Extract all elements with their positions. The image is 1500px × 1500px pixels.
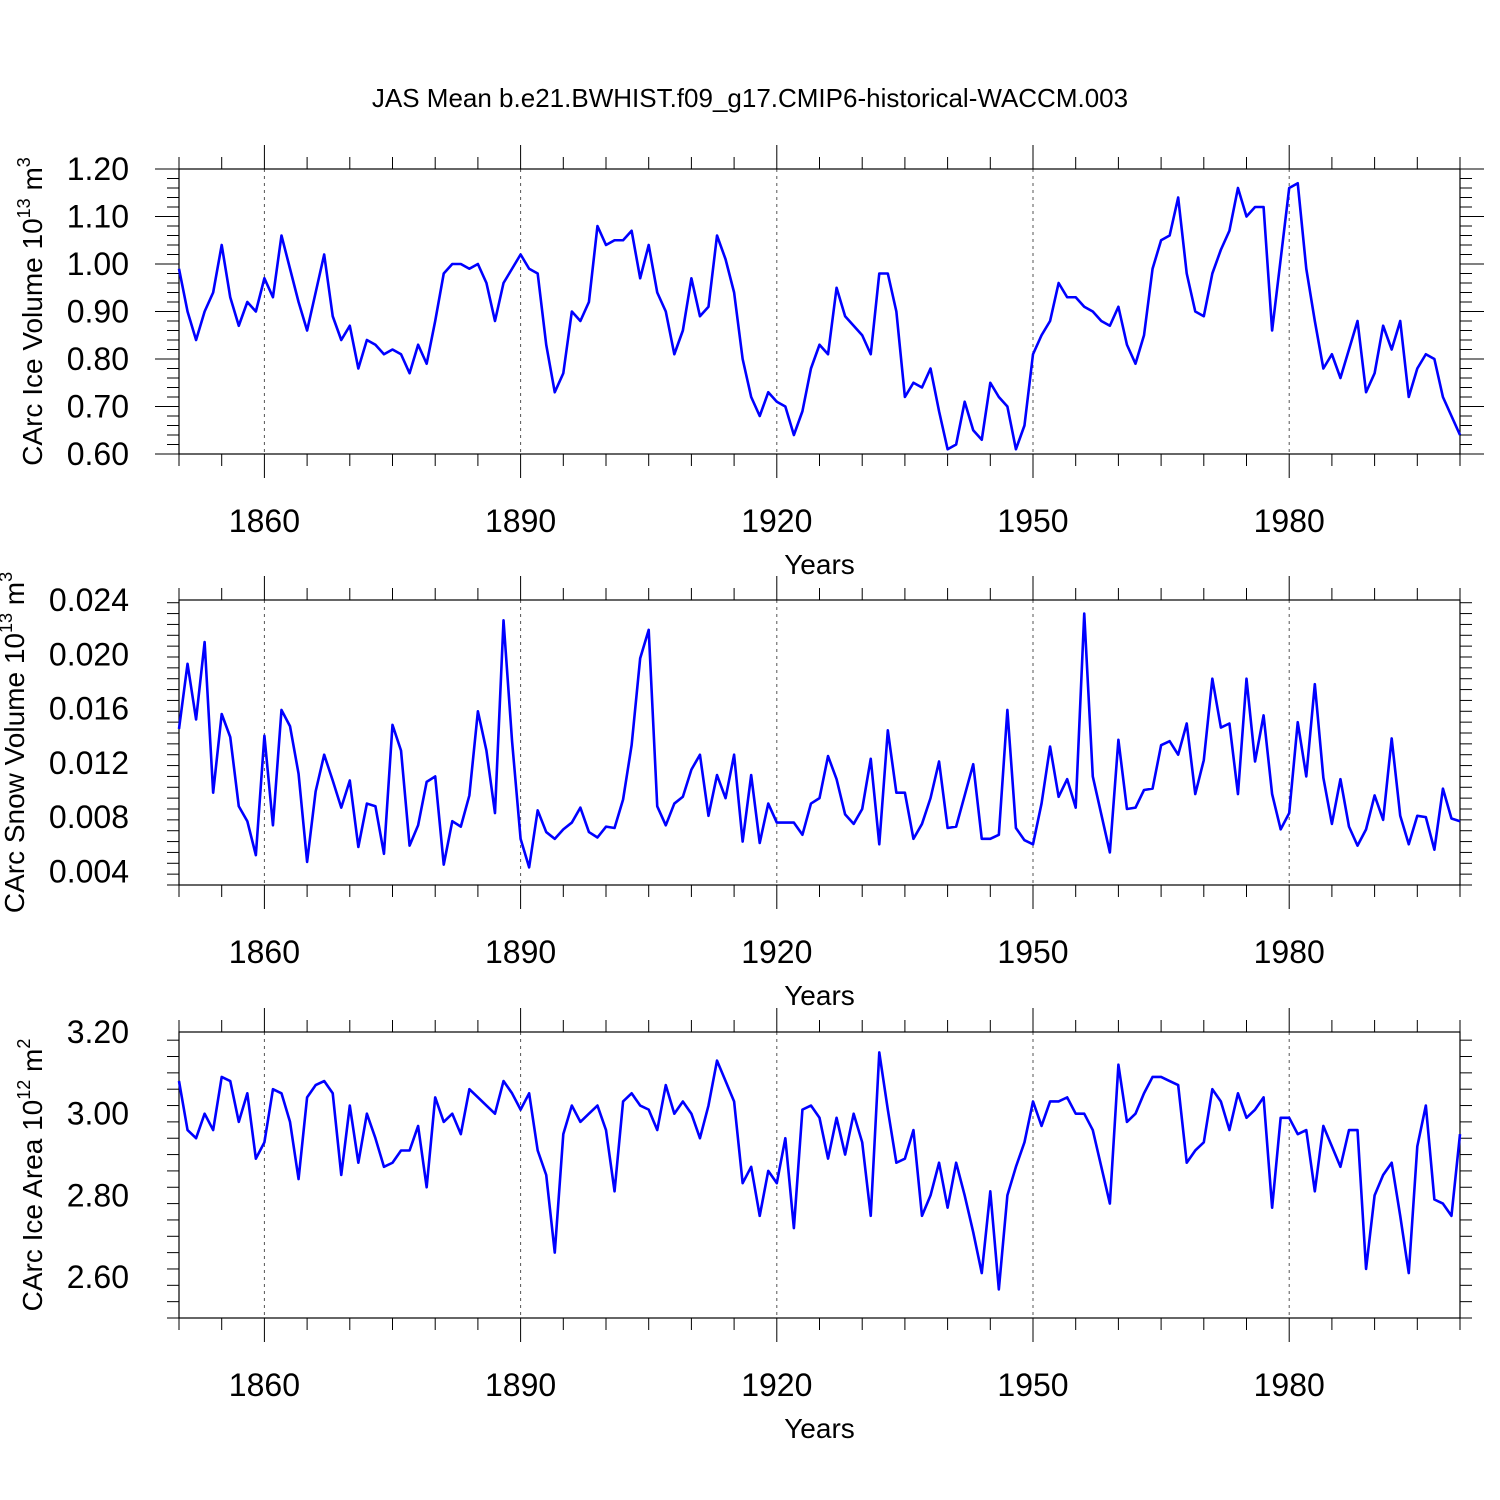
x-axis-label: Years bbox=[784, 1413, 855, 1444]
y-tick-label: 2.60 bbox=[67, 1259, 129, 1295]
y-tick-label: 3.20 bbox=[67, 1014, 129, 1050]
x-tick-label: 1920 bbox=[741, 503, 812, 539]
y-tick-label: 1.00 bbox=[67, 246, 129, 282]
x-axis-label: Years bbox=[784, 549, 855, 580]
data-series-line bbox=[177, 612, 1461, 869]
y-axis-label: CArc Ice Area 1012 m2 bbox=[14, 1039, 48, 1312]
y-label-text: CArc Ice Volume 10 bbox=[17, 218, 48, 465]
data-series-line bbox=[177, 181, 1462, 451]
y-label-exponent: 12 bbox=[14, 1080, 34, 1100]
y-label-exponent: 13 bbox=[0, 613, 16, 633]
data-series-line bbox=[177, 1051, 1462, 1291]
y-tick-label: 0.008 bbox=[49, 799, 129, 835]
y-label-unit-exponent: 2 bbox=[14, 1039, 34, 1049]
y-tick-label: 0.016 bbox=[49, 691, 129, 727]
main-title: JAS Mean b.e21.BWHIST.f09_g17.CMIP6-hist… bbox=[372, 83, 1128, 113]
y-tick-label: 2.80 bbox=[67, 1177, 129, 1213]
y-label-unit: m bbox=[0, 582, 30, 613]
plot-frame bbox=[178, 599, 1461, 886]
x-tick-label: 1860 bbox=[229, 503, 300, 539]
x-tick-label: 1980 bbox=[1254, 1367, 1325, 1403]
y-axis-label: CArc Snow Volume 1013 m3 bbox=[0, 572, 30, 913]
x-tick-label: 1950 bbox=[997, 1367, 1068, 1403]
panel-ice-volume: 0.60 0.70 0.80 0.90 1.00 1.10 1.20 1860 1890 1920… bbox=[14, 145, 1484, 580]
y-label-unit-exponent: 3 bbox=[14, 157, 34, 167]
y-axis-label: CArc Ice Volume 1013 m3 bbox=[14, 157, 48, 466]
y-label-unit: m bbox=[17, 1049, 48, 1080]
x-tick-label: 1980 bbox=[1254, 503, 1325, 539]
y-tick-label: 0.90 bbox=[67, 294, 129, 330]
y-tick-label: 0.024 bbox=[49, 582, 129, 618]
y-label-unit: m bbox=[17, 167, 48, 198]
x-tick-label: 1890 bbox=[485, 934, 556, 970]
y-tick-label: 3.00 bbox=[67, 1096, 129, 1132]
y-tick-label: 1.20 bbox=[67, 151, 129, 187]
plot-frame bbox=[178, 168, 1461, 455]
y-tick-label: 0.020 bbox=[49, 636, 129, 672]
x-tick-label: 1980 bbox=[1254, 934, 1325, 970]
x-tick-label: 1860 bbox=[229, 1367, 300, 1403]
y-tick-label: 0.004 bbox=[49, 853, 129, 889]
y-tick-label: 0.60 bbox=[67, 436, 129, 472]
panel-ice-area: 2.60 2.80 3.00 3.20 1860 1890 1920 1950 1980 Year… bbox=[14, 1008, 1472, 1444]
x-tick-label: 1950 bbox=[997, 503, 1068, 539]
y-label-text: CArc Snow Volume 10 bbox=[0, 633, 30, 913]
x-axis-label: Years bbox=[784, 980, 855, 1011]
y-label-exponent: 13 bbox=[14, 198, 34, 218]
x-tick-label: 1890 bbox=[485, 1367, 556, 1403]
y-tick-label: 1.10 bbox=[67, 199, 129, 235]
y-tick-label: 0.012 bbox=[49, 745, 129, 781]
x-tick-label: 1920 bbox=[741, 1367, 812, 1403]
x-tick-label: 1950 bbox=[997, 934, 1068, 970]
y-label-unit-exponent: 3 bbox=[0, 572, 16, 582]
x-tick-label: 1860 bbox=[229, 934, 300, 970]
x-tick-label: 1890 bbox=[485, 503, 556, 539]
panel-snow-volume: 0.004 0.008 0.012 0.016 0.020 0.024 1860 1890 19… bbox=[0, 572, 1472, 1011]
y-tick-label: 0.70 bbox=[67, 389, 129, 425]
y-tick-label: 0.80 bbox=[67, 341, 129, 377]
plot-frame bbox=[178, 1031, 1461, 1319]
x-tick-label: 1920 bbox=[741, 934, 812, 970]
y-label-text: CArc Ice Area 10 bbox=[17, 1100, 48, 1312]
